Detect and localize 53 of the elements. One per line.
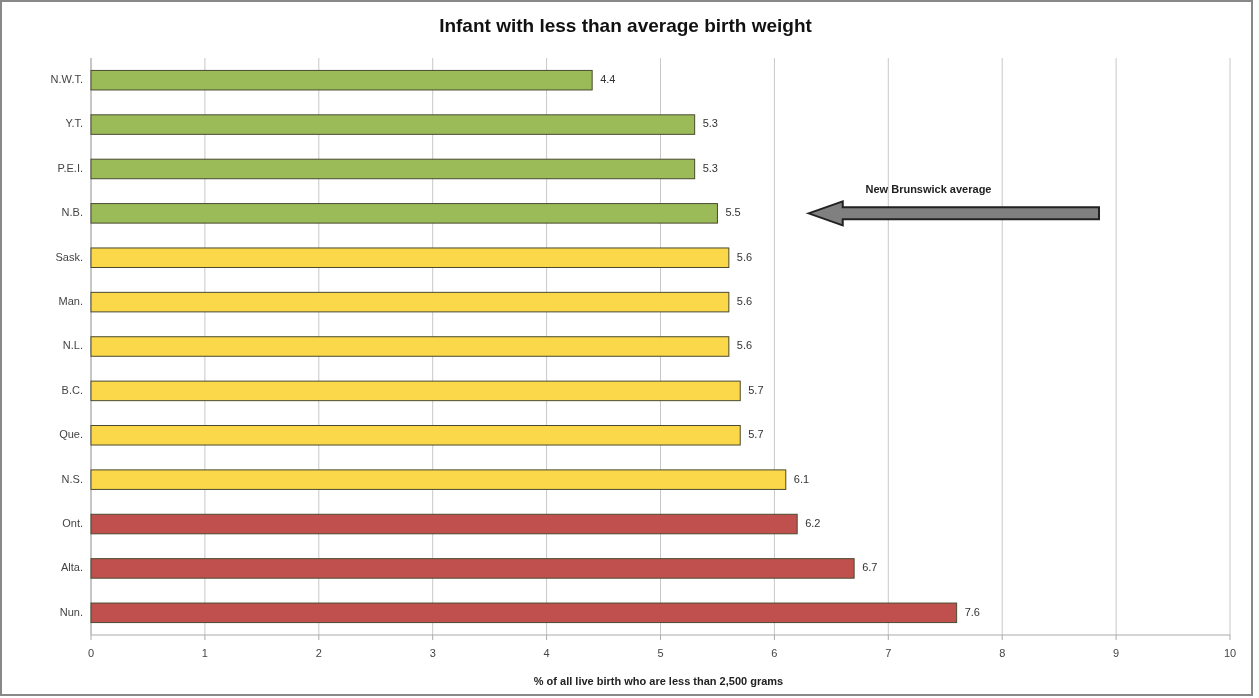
data-label: 5.6 bbox=[736, 250, 753, 263]
x-tick-label: 5 bbox=[657, 647, 664, 659]
chart-title: Infant with less than average birth weight bbox=[439, 15, 813, 36]
data-label: 5.3 bbox=[702, 161, 718, 174]
data-label: 5.6 bbox=[736, 295, 753, 308]
data-label: 6.7 bbox=[862, 561, 878, 574]
x-tick-label: 2 bbox=[315, 647, 322, 659]
data-label: 7.6 bbox=[964, 605, 980, 618]
data-label: 5.7 bbox=[748, 428, 764, 441]
bar bbox=[90, 291, 730, 313]
x-tick-label: 1 bbox=[201, 647, 208, 659]
data-label: 6.1 bbox=[793, 472, 810, 485]
y-tick-label: Alta. bbox=[60, 561, 83, 574]
data-label: 4.4 bbox=[600, 73, 616, 86]
y-tick-label: N.B. bbox=[61, 206, 83, 219]
x-tick-label: 3 bbox=[429, 647, 436, 659]
data-label: 5.6 bbox=[736, 339, 753, 352]
y-tick-label: B.C. bbox=[61, 383, 83, 396]
annotation: New Brunswick average bbox=[865, 183, 992, 196]
x-tick-label: 7 bbox=[885, 647, 892, 659]
bar bbox=[90, 203, 718, 224]
bar bbox=[90, 469, 787, 490]
data-label: 6.2 bbox=[805, 516, 821, 529]
x-tick-label: 0 bbox=[87, 647, 95, 659]
x-tick-label: 10 bbox=[1223, 647, 1237, 659]
y-tick-label: Que. bbox=[59, 428, 83, 441]
data-label: 5.5 bbox=[725, 206, 741, 219]
bar bbox=[90, 158, 696, 180]
x-tick-label: 6 bbox=[771, 647, 778, 659]
bar bbox=[90, 602, 958, 624]
bar bbox=[90, 558, 855, 579]
x-tick-label: 4 bbox=[543, 647, 550, 659]
bar bbox=[90, 114, 696, 135]
bar bbox=[90, 513, 798, 535]
x-tick-label: 9 bbox=[1113, 647, 1120, 659]
bar bbox=[90, 425, 741, 446]
data-label: 5.3 bbox=[702, 117, 718, 130]
y-tick-label: P.E.I. bbox=[57, 161, 83, 174]
y-tick-label: N.W.T. bbox=[50, 73, 83, 86]
y-tick-label: Sask. bbox=[55, 250, 83, 263]
y-tick-label: N.S. bbox=[61, 472, 83, 485]
data-label: 5.7 bbox=[748, 383, 764, 396]
y-tick-label: Y.T. bbox=[65, 117, 83, 130]
y-tick-label: Ont. bbox=[62, 516, 83, 529]
x-tick-label: 8 bbox=[999, 647, 1006, 659]
bar bbox=[90, 247, 730, 268]
y-tick-label: Nun. bbox=[59, 605, 83, 618]
bar bbox=[90, 336, 730, 357]
y-tick-label: N.L. bbox=[62, 339, 83, 352]
bar bbox=[90, 69, 593, 91]
y-tick-label: Man. bbox=[58, 295, 83, 308]
bar bbox=[90, 380, 741, 402]
x-axis-title: % of all live birth who are less than 2,500 grams bbox=[533, 675, 784, 687]
